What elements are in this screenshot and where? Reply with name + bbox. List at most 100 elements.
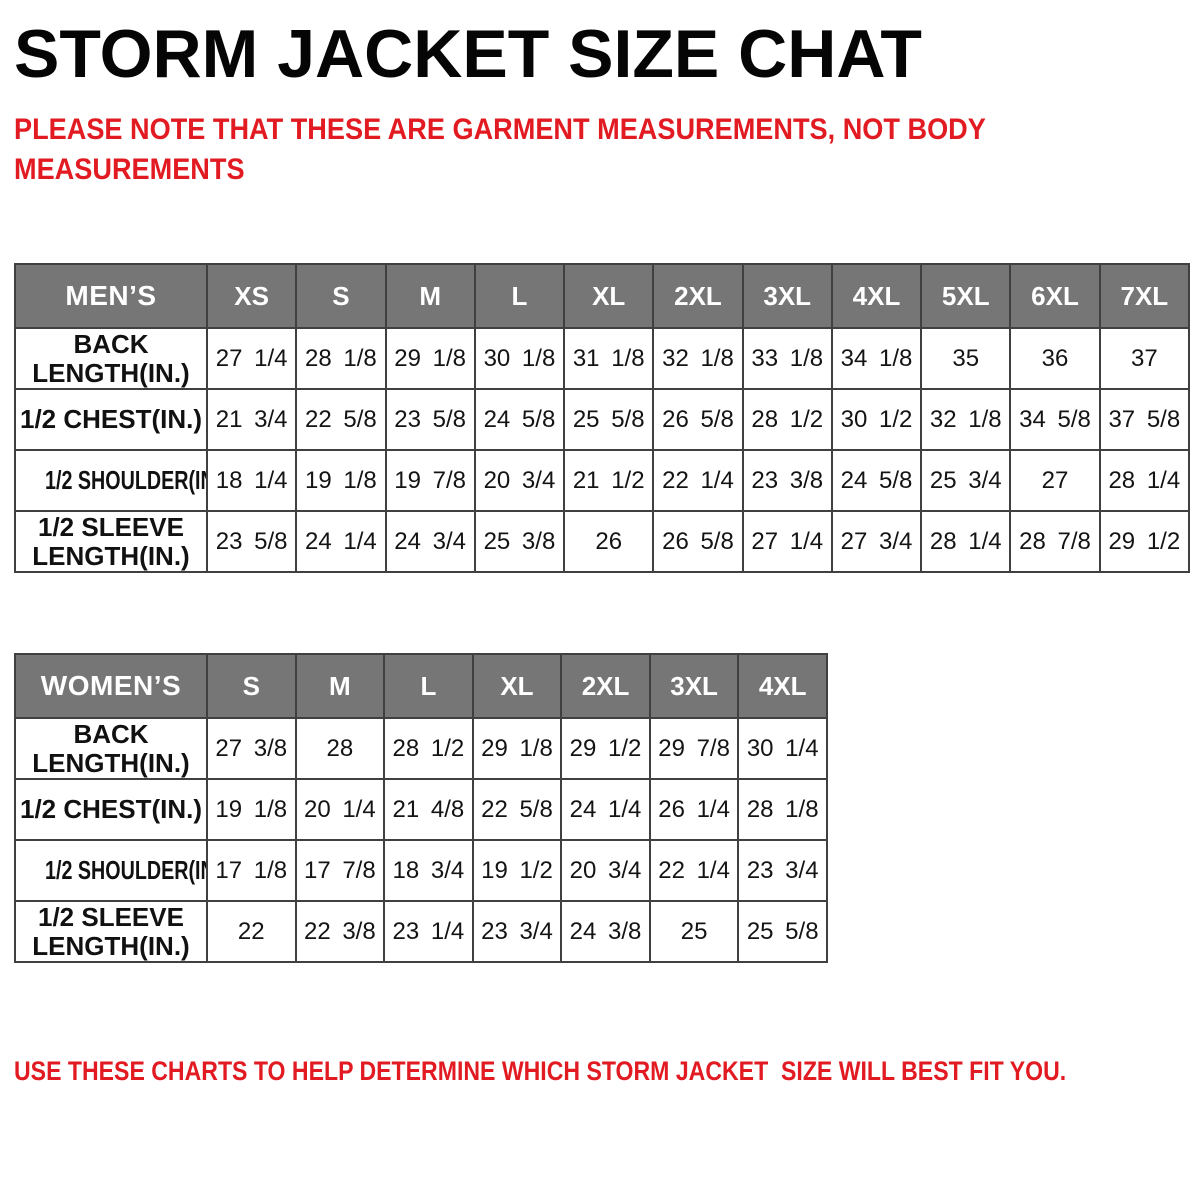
measurement-value-cell: 28 1/8 (737, 778, 828, 841)
measurement-value-cell: 26 (563, 510, 655, 573)
measurement-value-cell: 23 1/4 (383, 900, 474, 963)
measurement-value-cell: 22 1/4 (652, 449, 744, 512)
measurement-value-cell: 24 5/8 (473, 388, 566, 451)
measurement-row: 1/2 SLEEVE LENGTH(IN.) 23 5/8 24 1/4 24 3/4… (14, 510, 1191, 573)
measurement-value-cell: 28 7/8 (1009, 510, 1101, 573)
measurement-value-cell: 23 3/8 (741, 449, 833, 512)
size-column-header: L (473, 263, 566, 329)
measurement-value-cell: 25 3/8 (473, 510, 566, 573)
measurement-row: 1/2 CHEST(IN.) 21 3/4 22 5/8 23 5/8 24 5/8 25… (14, 388, 1191, 451)
measurement-value-cell: 23 5/8 (205, 510, 298, 573)
measurement-value-cell: 32 1/8 (652, 327, 744, 390)
measurement-row: 1/2 CHEST(IN.) 19 1/8 20 1/4 21 4/8 22 5/8 24… (14, 778, 828, 841)
measurement-row-label: BACK LENGTH(IN.) (14, 327, 208, 390)
size-column-header: 4XL (830, 263, 923, 329)
measurement-row: 1/2 SLEEVE LENGTH(IN.) 22 22 3/8 23 1/4 23 3… (14, 900, 828, 963)
measurement-value-cell: 20 1/4 (294, 778, 386, 841)
measurement-value-cell: 24 3/4 (384, 510, 476, 573)
measurement-value-cell: 35 (920, 327, 1012, 390)
measurement-row-label: 1/2 CHEST(IN.) (14, 388, 208, 451)
measurement-value-cell: 26 5/8 (652, 388, 744, 451)
fit-guidance-note: USE THESE CHARTS TO HELP DETERMINE WHICH… (14, 1056, 1074, 1087)
measurement-value-cell: 27 3/8 (206, 717, 297, 780)
measurement-value-cell: 22 5/8 (295, 388, 387, 451)
size-column-header: M (384, 263, 476, 329)
measurement-row-label: 1/2 SHOULDER(IN.) (14, 449, 208, 512)
measurement-value-cell: 22 1/4 (648, 839, 740, 902)
size-column-header: XL (471, 653, 563, 719)
measurement-value-cell: 22 5/8 (471, 778, 563, 841)
measurement-row: 1/2 SHOULDER(IN.)18 1/419 1/819 7/820 3/… (14, 449, 1191, 512)
size-column-header: 6XL (1009, 263, 1101, 329)
measurement-value-cell: 30 1/4 (737, 717, 828, 780)
size-column-header: 4XL (737, 653, 828, 719)
mens-size-table: MEN’S XS S M L XL 2XL 3XL 4XL 5XL 6XL 7XL BACK LENGT… (14, 263, 1191, 573)
measurement-value-cell: 36 (1009, 327, 1101, 390)
measurement-value-cell: 21 4/8 (383, 778, 474, 841)
measurement-value-cell: 22 3/8 (294, 900, 386, 963)
measurement-row: 1/2 SHOULDER(IN.)17 1/817 7/818 3/419 1/… (14, 839, 828, 902)
garment-measurement-note-text: PLEASE NOTE THAT THESE ARE GARMENT MEASU… (14, 113, 986, 186)
measurement-value-cell: 24 1/4 (295, 510, 387, 573)
measurement-value-cell: 27 (1009, 449, 1101, 512)
measurement-value-cell: 31 1/8 (563, 327, 655, 390)
measurement-value-cell: 30 1/2 (830, 388, 923, 451)
measurement-value-cell: 18 1/4 (205, 449, 298, 512)
measurement-value-cell: 32 1/8 (920, 388, 1012, 451)
measurement-value-cell: 19 1/2 (471, 839, 563, 902)
measurement-value-cell: 19 7/8 (384, 449, 476, 512)
measurement-value-cell: 25 5/8 (737, 900, 828, 963)
size-column-header: XS (205, 263, 298, 329)
measurement-value-cell: 26 5/8 (652, 510, 744, 573)
measurement-row-label: 1/2 SLEEVE LENGTH(IN.) (14, 510, 208, 573)
measurement-row-label: BACK LENGTH(IN.) (14, 717, 208, 780)
measurement-value-cell: 29 1/8 (384, 327, 476, 390)
measurement-value-cell: 34 5/8 (1009, 388, 1101, 451)
page-title-text: STORM JACKET SIZE CHAT (14, 16, 922, 92)
measurement-value-cell: 28 1/4 (1098, 449, 1191, 512)
measurement-value-cell: 20 3/4 (560, 839, 651, 902)
size-column-header: L (383, 653, 474, 719)
measurement-value-cell: 37 (1098, 327, 1191, 390)
measurement-value-cell: 24 3/8 (560, 900, 651, 963)
measurement-value-cell: 29 1/2 (560, 717, 651, 780)
measurement-row-label: 1/2 SLEEVE LENGTH(IN.) (14, 900, 208, 963)
measurement-value-cell: 24 1/4 (560, 778, 651, 841)
measurement-value-cell: 25 5/8 (563, 388, 655, 451)
size-column-header: 3XL (741, 263, 833, 329)
measurement-value-cell: 17 7/8 (294, 839, 386, 902)
measurement-row-label: 1/2 CHEST(IN.) (14, 778, 208, 841)
measurement-value-cell: 28 1/2 (383, 717, 474, 780)
fit-guidance-note-text: USE THESE CHARTS TO HELP DETERMINE WHICH… (14, 1056, 1067, 1086)
measurement-value-cell: 20 3/4 (473, 449, 566, 512)
measurement-value-cell: 29 1/2 (1098, 510, 1191, 573)
measurement-value-cell: 23 3/4 (471, 900, 563, 963)
measurement-value-cell: 29 7/8 (648, 717, 740, 780)
measurement-value-cell: 27 3/4 (830, 510, 923, 573)
size-column-header: XL (563, 263, 655, 329)
size-column-header: 2XL (560, 653, 651, 719)
page-title: STORM JACKET SIZE CHAT (14, 20, 966, 88)
measurement-value-cell: 21 3/4 (205, 388, 298, 451)
measurement-row: BACK LENGTH(IN.) 27 1/4 28 1/8 29 1/8 30 1/8… (14, 327, 1191, 390)
measurement-value-cell: 29 1/8 (471, 717, 563, 780)
measurement-value-cell: 27 1/4 (205, 327, 298, 390)
size-column-header: 7XL (1098, 263, 1191, 329)
measurement-row: BACK LENGTH(IN.) 27 3/8 28 28 1/2 29 1/8 29 1… (14, 717, 828, 780)
measurement-row-label: 1/2 SHOULDER(IN.) (14, 839, 208, 902)
measurement-value-cell: 37 5/8 (1098, 388, 1191, 451)
measurement-value-cell: 33 1/8 (741, 327, 833, 390)
measurement-value-cell: 18 3/4 (383, 839, 474, 902)
measurement-value-cell: 25 3/4 (920, 449, 1012, 512)
measurement-value-cell: 25 (648, 900, 740, 963)
size-column-header: M (294, 653, 386, 719)
measurement-value-cell: 27 1/4 (741, 510, 833, 573)
measurement-value-cell: 23 5/8 (384, 388, 476, 451)
measurement-value-cell: 30 1/8 (473, 327, 566, 390)
measurement-value-cell: 28 1/4 (920, 510, 1012, 573)
measurement-value-cell: 19 1/8 (206, 778, 297, 841)
measurement-value-cell: 28 1/2 (741, 388, 833, 451)
size-column-header: 5XL (920, 263, 1012, 329)
measurement-value-cell: 17 1/8 (206, 839, 297, 902)
measurement-value-cell: 26 1/4 (648, 778, 740, 841)
